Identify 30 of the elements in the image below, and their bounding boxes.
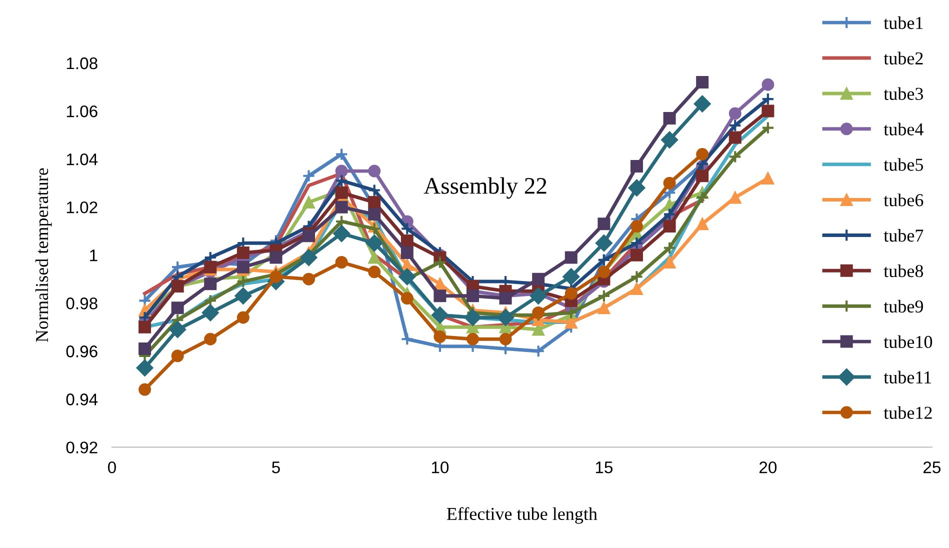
y-tick-label: 0.98 bbox=[66, 298, 98, 310]
legend-label: tube12 bbox=[884, 406, 932, 419]
x-tick-label: 0 bbox=[108, 461, 116, 474]
legend-label: tube10 bbox=[884, 335, 932, 348]
legend-label: tube1 bbox=[884, 16, 923, 30]
x-axis-title: Effective tube length bbox=[446, 507, 598, 524]
legend-label: tube6 bbox=[884, 194, 924, 206]
x-tick-label: 10 bbox=[432, 461, 449, 474]
legend-label: tube9 bbox=[884, 300, 923, 313]
y-tick-label: 0.94 bbox=[66, 394, 98, 406]
legend-label: tube2 bbox=[884, 52, 923, 65]
legend-label: tube8 bbox=[884, 264, 924, 278]
x-tick-label: 15 bbox=[596, 462, 613, 474]
y-tick-label: 1.06 bbox=[66, 105, 98, 118]
legend-label: tube3 bbox=[884, 87, 924, 100]
y-tick-label: 0.96 bbox=[66, 346, 98, 358]
legend-label: tube4 bbox=[884, 122, 924, 136]
annotation: Assembly 22 bbox=[424, 177, 546, 199]
y-tick-label: 1.04 bbox=[66, 153, 98, 166]
legend-label: tube11 bbox=[884, 370, 931, 384]
y-tick-label: 1 bbox=[90, 250, 98, 262]
legend-label: tube7 bbox=[884, 229, 924, 242]
x-tick-label: 25 bbox=[923, 461, 940, 474]
x-tick-label: 5 bbox=[272, 462, 280, 474]
legend-label: tube5 bbox=[884, 158, 924, 171]
y-tick-label: 1.08 bbox=[66, 57, 98, 70]
y-tick-label: 1.02 bbox=[66, 201, 98, 214]
y-axis-title: Normalised temperature bbox=[35, 168, 52, 342]
y-tick-label: 0.92 bbox=[66, 442, 98, 454]
x-tick-label: 20 bbox=[760, 461, 777, 474]
